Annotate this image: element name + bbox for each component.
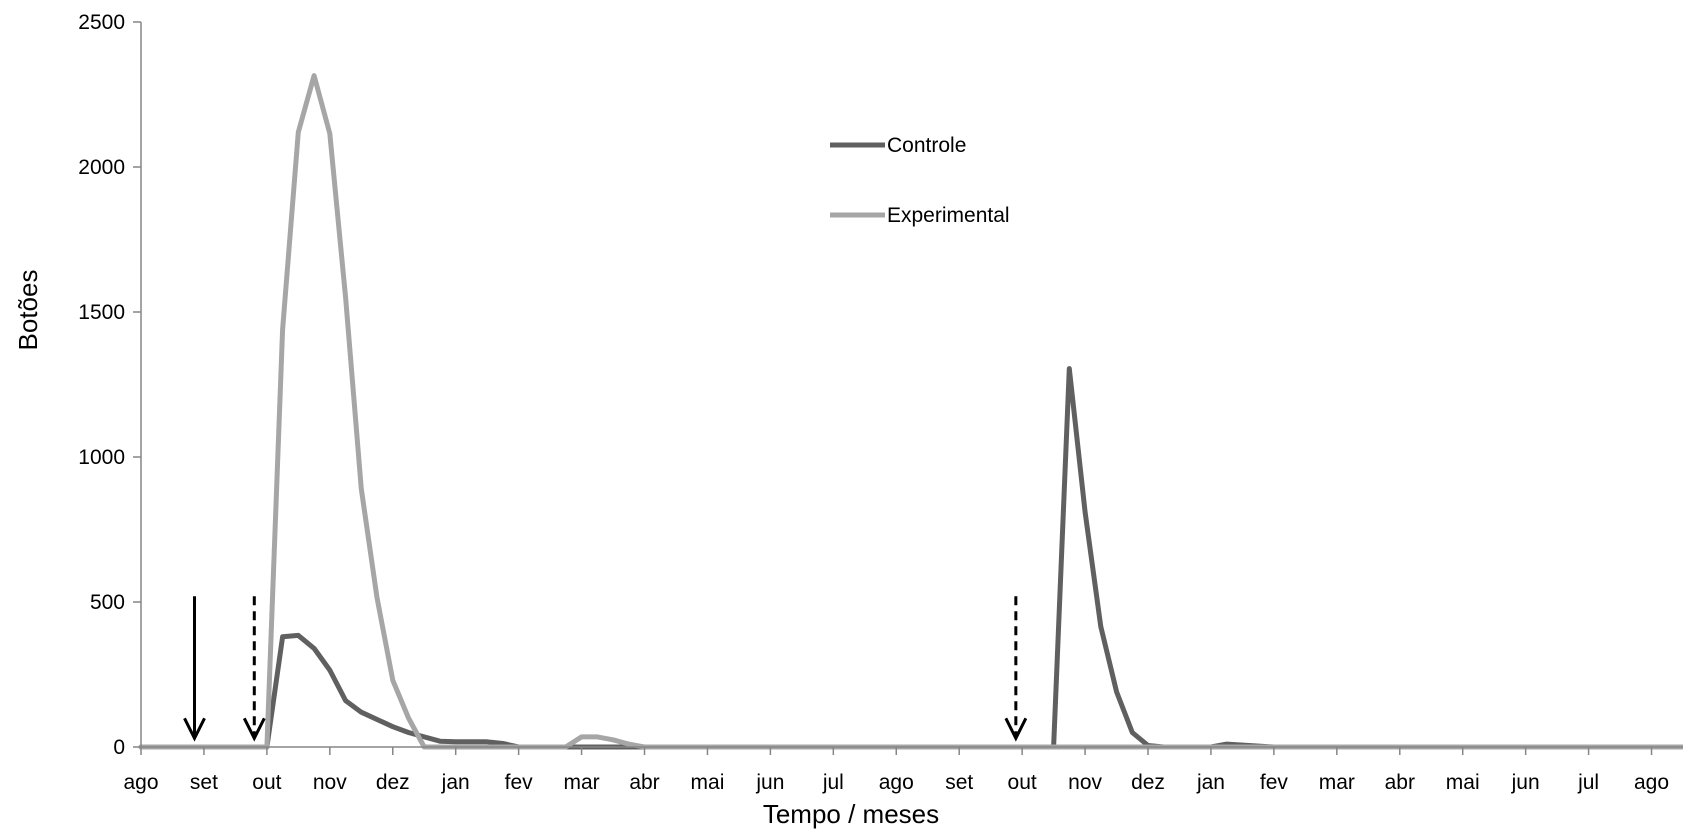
y-tick-label: 0 [113,736,125,759]
x-axis-title: Tempo / meses [763,799,939,829]
y-tick-label: 1000 [78,446,125,469]
x-tick-label: set [945,771,973,794]
y-tick-label: 500 [90,591,125,614]
x-tick-label: jul [1577,771,1599,794]
x-tick-label: dez [1131,771,1165,794]
arrow-head [1004,717,1028,742]
x-tick-label: set [190,771,218,794]
x-tick-label: jan [441,771,470,794]
axes: 0 500 1000 1500 2000 2500 ago set out nov dez jan fe… [78,11,1683,794]
x-tick-label: out [1008,771,1037,794]
x-tick-label: jun [1511,771,1540,794]
x-tick-label: dez [376,771,410,794]
x-tick-label: mai [1446,771,1480,794]
legend-label-experimental: Experimental [887,204,1010,227]
x-tick-label: jul [822,771,844,794]
x-tick-label: nov [1068,771,1102,794]
x-tick-label: mai [691,771,725,794]
x-tick-label: mar [1319,771,1355,794]
x-tick-label: ago [879,771,914,794]
x-tick-label: abr [1385,771,1415,794]
y-axis-title: Botões [13,270,43,351]
x-tick-label: abr [629,771,659,794]
x-tick-label: fev [1260,771,1289,794]
x-tick-label: out [252,771,281,794]
plot-area [138,73,1683,750]
arrow-head [242,717,266,742]
x-tick-label: jun [755,771,784,794]
x-tick-label: fev [505,771,534,794]
x-tick-label: ago [1634,771,1669,794]
legend-label-controle: Controle [887,134,966,157]
x-tick-label: jan [1196,771,1225,794]
x-tick-label: nov [313,771,347,794]
y-tick-label: 2500 [78,11,125,34]
y-tick-label: 1500 [78,301,125,324]
x-tick-label: mar [563,771,599,794]
annotations [183,596,1028,742]
y-tick-label: 2000 [78,156,125,179]
arrow-head [183,717,206,742]
x-tick-label: ago [123,771,158,794]
series-line-experimental [138,73,1683,750]
legend: Controle Experimental [830,134,1010,227]
